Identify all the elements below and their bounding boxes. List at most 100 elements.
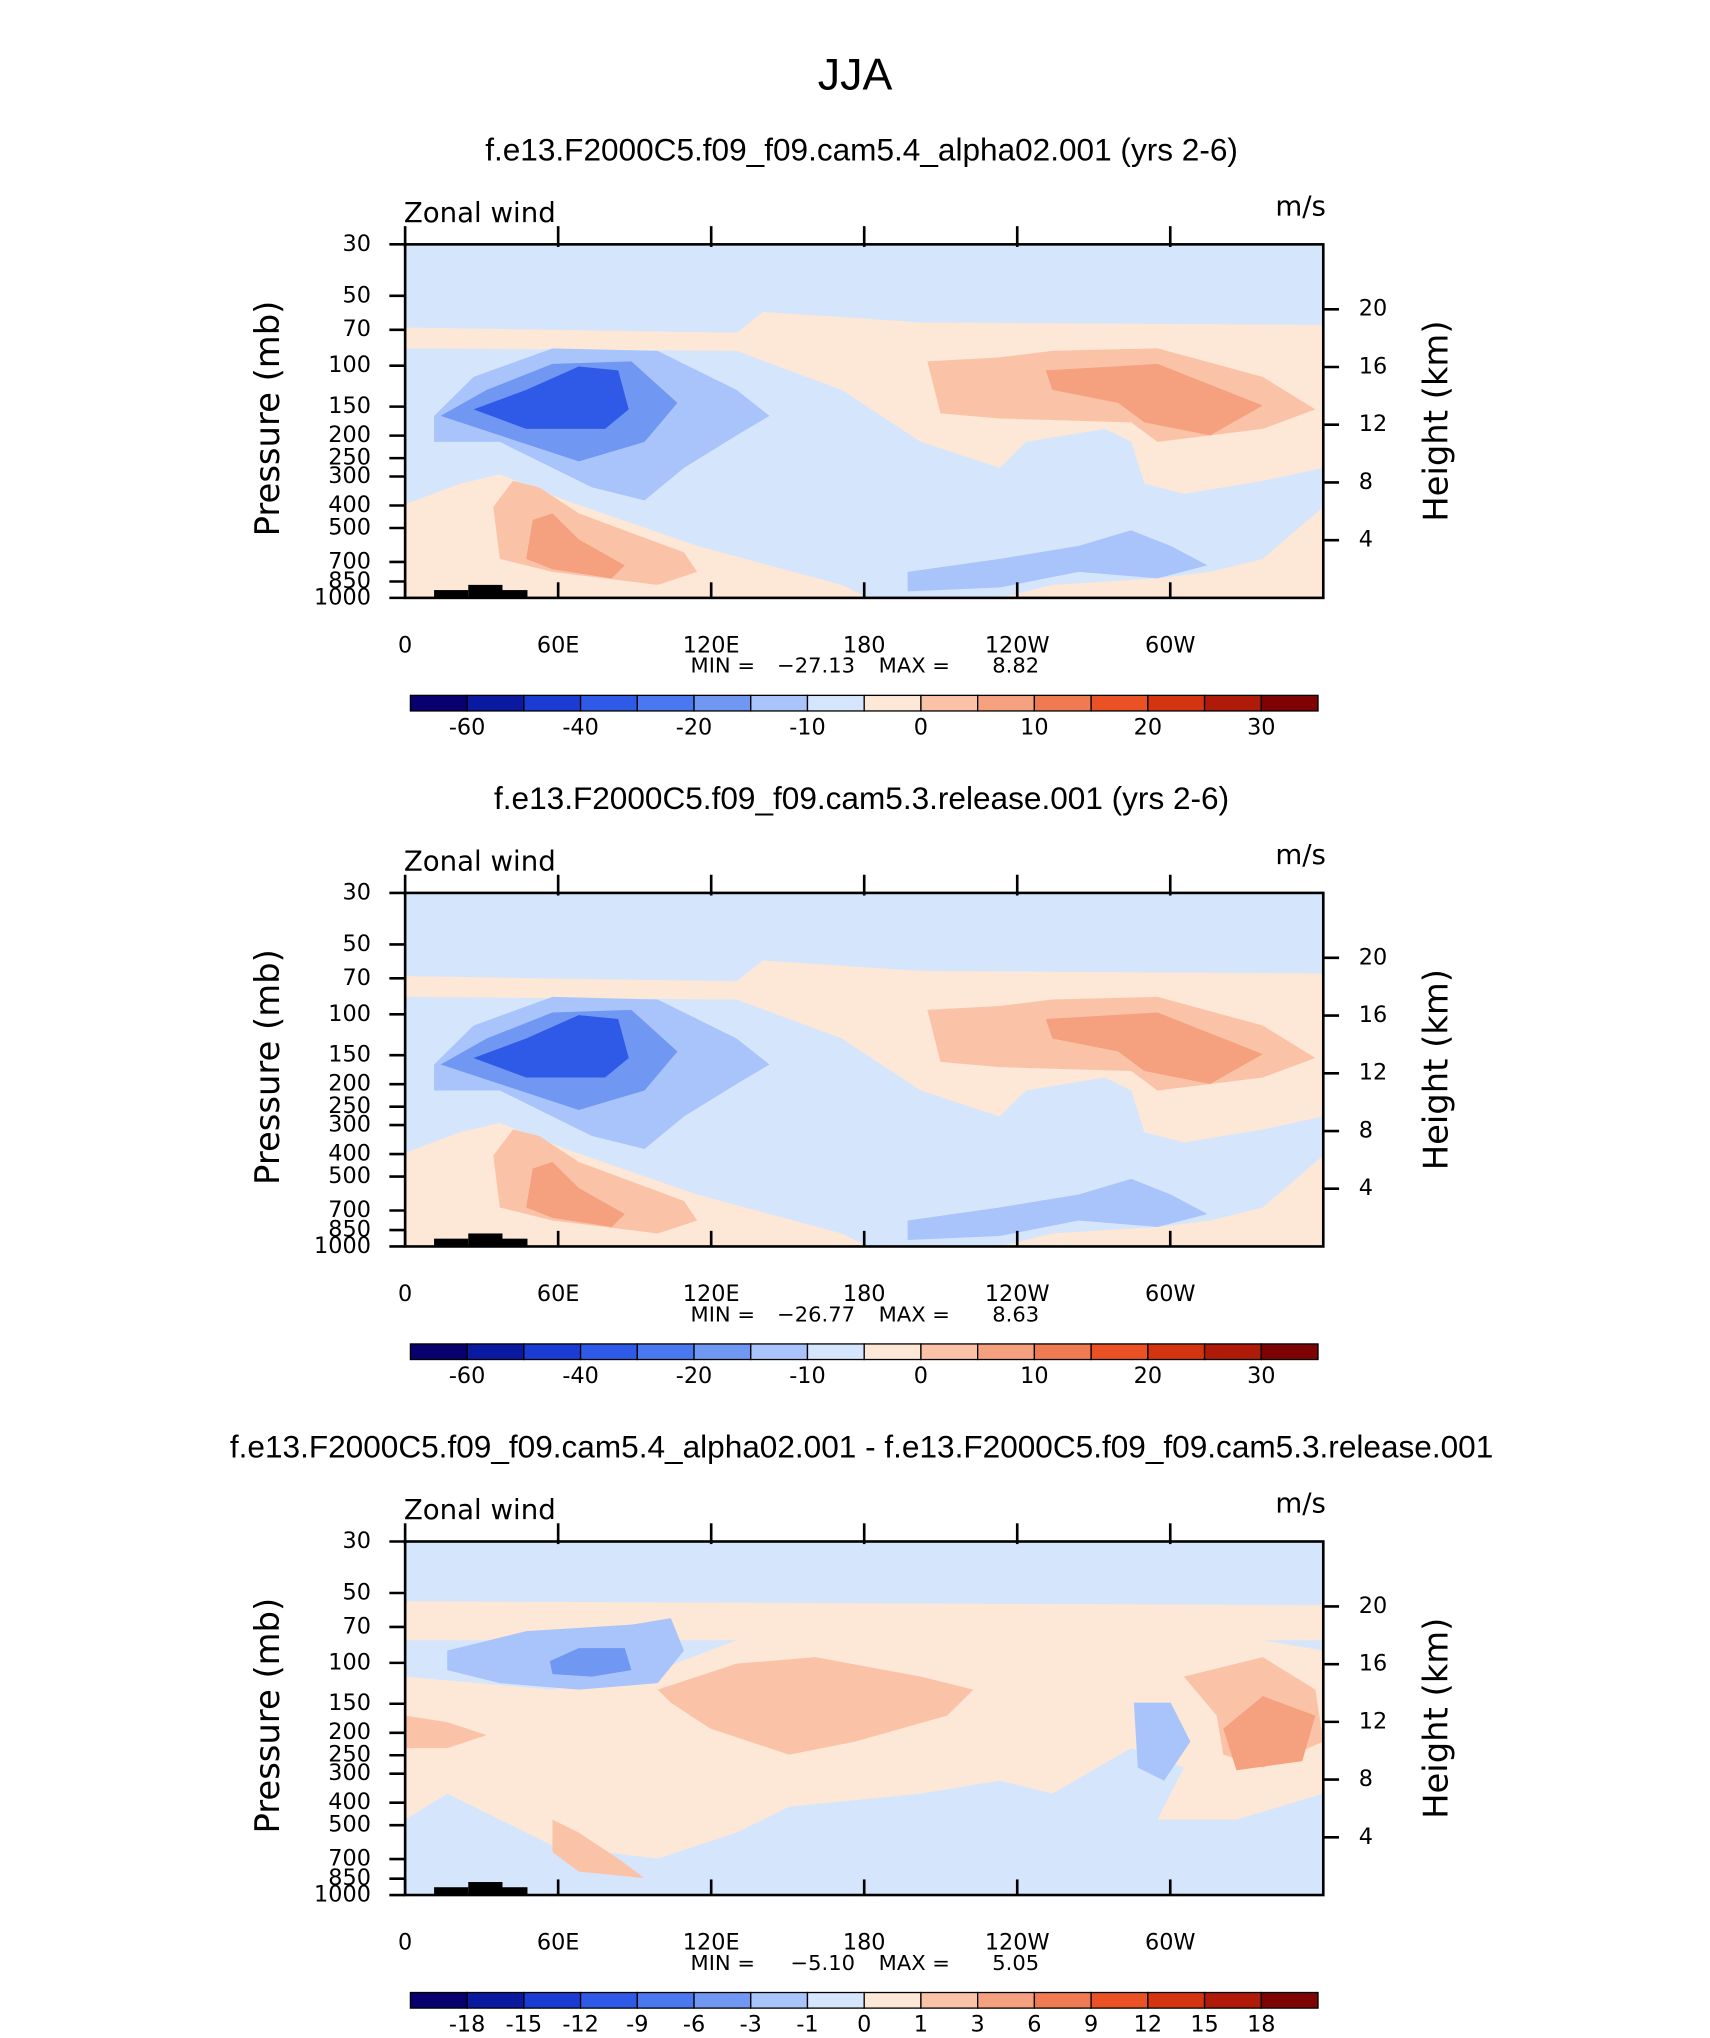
y-tick-label: 700: [328, 1846, 371, 1872]
x-tick-label: 60E: [537, 1281, 580, 1307]
colorbar-label: -40: [562, 1363, 599, 1389]
colorbar-box: [636, 1343, 695, 1361]
left-label: Zonal wind: [404, 1495, 556, 1526]
y-tick-label: 150: [328, 393, 371, 419]
y-tick-label: 70: [342, 316, 370, 342]
y-tick-label: 200: [328, 1071, 371, 1097]
min-value: −27.13: [777, 654, 855, 678]
y-tick-label: 50: [342, 282, 370, 308]
colorbar-label: -20: [676, 714, 713, 740]
colorbar-label: 12: [1134, 2012, 1162, 2038]
colorbar-label: 3: [971, 2012, 985, 2038]
y-tick-label: 850: [328, 1217, 371, 1243]
right-label: m/s: [1275, 192, 1326, 223]
y-tick-label: 200: [328, 422, 371, 448]
panel: f.e13.F2000C5.f09_f09.cam5.3.release.001…: [248, 781, 1456, 1389]
y2-tick-label: 8: [1359, 469, 1373, 495]
y-axis-title: Pressure (mb): [248, 1598, 288, 1834]
right-label: m/s: [1275, 840, 1326, 871]
colorbar-box: [863, 1991, 922, 2009]
contour-region: [999, 506, 1324, 598]
y-tick-label: 400: [328, 1141, 371, 1167]
y2-tick-label: 20: [1359, 1593, 1387, 1619]
y-tick-label: 100: [328, 1649, 371, 1675]
terrain: [493, 1238, 528, 1247]
contour-field: [405, 1541, 1324, 1896]
colorbar-box: [1033, 1991, 1092, 2009]
x-tick-label: 60W: [1145, 633, 1196, 659]
colorbar-box: [1033, 694, 1092, 712]
min-value: −5.10: [791, 1951, 855, 1975]
x-tick-label: 0: [398, 633, 412, 659]
y2-tick-label: 20: [1359, 296, 1387, 322]
y2-axis-title: Height (km): [1416, 1618, 1456, 1819]
colorbar-box: [1203, 1991, 1262, 2009]
colorbar-box: [977, 694, 1036, 712]
x-tick-label: 120W: [985, 1281, 1050, 1307]
y-tick-label: 500: [328, 1163, 371, 1189]
colorbar-box: [806, 694, 865, 712]
y-tick-label: 500: [328, 1812, 371, 1838]
colorbar-label: 20: [1134, 714, 1162, 740]
panel: f.e13.F2000C5.f09_f09.cam5.4_alpha02.001…: [230, 1430, 1493, 2038]
colorbar-label: 6: [1027, 2012, 1041, 2038]
y-tick-label: 30: [342, 1528, 370, 1554]
min-label: MIN =: [691, 1302, 755, 1326]
contour-region: [1133, 1702, 1191, 1781]
x-tick-label: 0: [398, 1930, 412, 1956]
y2-tick-label: 8: [1359, 1118, 1373, 1144]
colorbar-label: -20: [676, 1363, 713, 1389]
contour-field: [405, 892, 1324, 1247]
y2-tick-label: 12: [1359, 411, 1387, 437]
terrain: [434, 1238, 469, 1247]
contour-region: [473, 1015, 629, 1078]
x-tick-label: 60E: [537, 633, 580, 659]
y-tick-label: 100: [328, 1001, 371, 1027]
panel: f.e13.F2000C5.f09_f09.cam5.4_alpha02.001…: [248, 132, 1456, 740]
colorbar-box: [523, 694, 582, 712]
y-tick-label: 1000: [314, 1882, 371, 1908]
contour-region: [1045, 363, 1263, 436]
y-tick-label: 400: [328, 492, 371, 518]
y-tick-label: 70: [342, 965, 370, 991]
contour-region: [1223, 1696, 1316, 1771]
colorbar-label: 30: [1247, 714, 1275, 740]
terrain: [493, 590, 528, 598]
contour-region: [526, 513, 625, 579]
y2-tick-label: 12: [1359, 1708, 1387, 1734]
colorbar-label: -10: [789, 1363, 826, 1389]
colorbar-box: [1090, 694, 1149, 712]
contour-region: [907, 530, 1208, 592]
y-tick-label: 250: [328, 1093, 371, 1119]
colorbar-box: [466, 1991, 525, 2009]
y2-tick-label: 4: [1359, 1824, 1373, 1850]
terrain: [434, 1887, 469, 1896]
y2-tick-label: 20: [1359, 944, 1387, 970]
max-label: MAX =: [879, 1951, 950, 1975]
colorbar-box: [863, 1343, 922, 1361]
left-label: Zonal wind: [404, 847, 556, 878]
x-tick-label: 180: [843, 1930, 886, 1956]
colorbar-label: 10: [1020, 714, 1048, 740]
colorbar-box: [409, 1343, 468, 1361]
right-label: m/s: [1275, 1489, 1326, 1520]
colorbar-box: [977, 1343, 1036, 1361]
colorbar-box: [409, 1991, 468, 2009]
y-tick-label: 700: [328, 1197, 371, 1223]
colorbar-label: 30: [1247, 1363, 1275, 1389]
colorbar-box: [920, 694, 979, 712]
y-axis-title: Pressure (mb): [248, 301, 288, 537]
colorbar-label: -40: [562, 714, 599, 740]
colorbar-box: [579, 1991, 638, 2009]
contour-region: [405, 1637, 1324, 1859]
colorbar-label: -6: [683, 2012, 705, 2038]
y-tick-label: 300: [328, 463, 371, 489]
contour-region: [526, 1161, 625, 1227]
x-tick-label: 120E: [683, 1930, 740, 1956]
y2-tick-label: 8: [1359, 1766, 1373, 1792]
colorbar-box: [579, 694, 638, 712]
contour-region: [473, 366, 629, 429]
colorbar-label: 20: [1134, 1363, 1162, 1389]
colorbar-box: [693, 694, 752, 712]
